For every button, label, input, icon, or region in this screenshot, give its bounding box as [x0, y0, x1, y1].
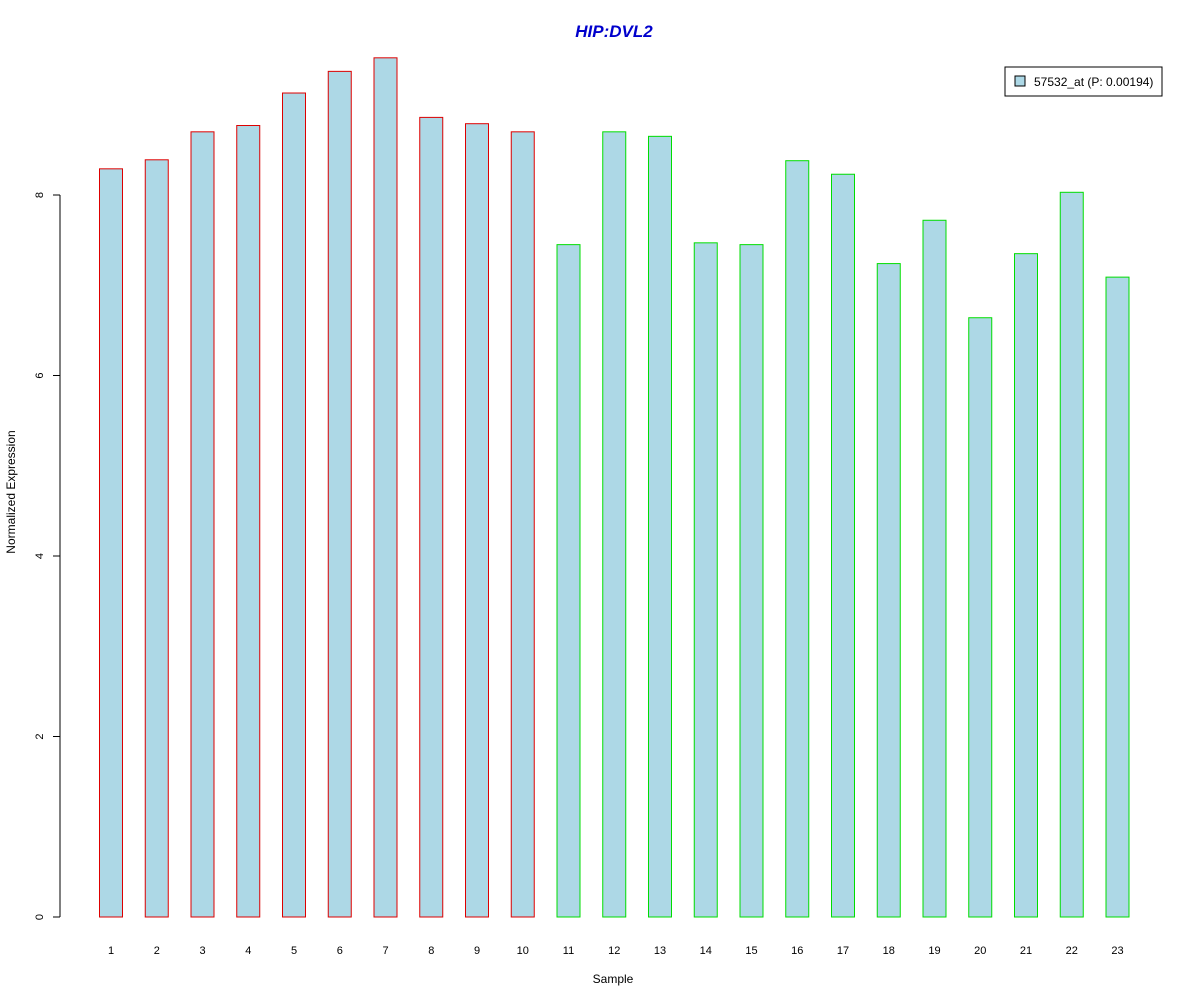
x-tick-label: 13: [654, 945, 666, 957]
bar: [419, 116, 444, 918]
x-tick-label: 23: [1111, 945, 1123, 957]
bars: [99, 57, 1130, 918]
bar: [465, 123, 489, 918]
bar: [327, 70, 352, 918]
x-tick-label: 9: [474, 945, 480, 957]
bar: [510, 131, 535, 918]
x-tick-label: 21: [1020, 945, 1032, 957]
y-axis: 0 2 4 6 8: [34, 192, 61, 920]
x-tick-label: 19: [928, 945, 940, 957]
y-tick-label: 4: [34, 553, 46, 559]
bar: [99, 168, 123, 918]
x-tick-label: 20: [974, 945, 986, 957]
y-tick-label: 8: [34, 192, 46, 198]
x-tick-label: 5: [291, 945, 297, 957]
bar: [831, 173, 855, 918]
bar: [556, 244, 581, 918]
x-tick-label: 10: [517, 945, 529, 957]
bar: [282, 92, 306, 918]
chart-title: HIP:DVL2: [575, 22, 653, 41]
legend-box: [1004, 66, 1163, 97]
x-tick-label: 1: [108, 945, 114, 957]
x-tick-label: 15: [745, 945, 757, 957]
bar: [190, 131, 215, 918]
x-tick-label: 7: [382, 945, 388, 957]
x-axis-tick-labels: 1 2 3 4 5 6 7 8 9 10 11 12 13 14 15 16 17 18 19 20 21 22 23: [108, 945, 1124, 957]
bar: [876, 263, 901, 918]
x-tick-label: 16: [791, 945, 803, 957]
bar: [236, 125, 261, 918]
bar: [648, 135, 672, 918]
bar: [1014, 253, 1038, 918]
y-tick-label: 0: [34, 914, 46, 920]
bar: [693, 242, 718, 918]
bar: [1105, 276, 1130, 918]
x-tick-label: 11: [563, 945, 574, 957]
legend-label: 57532_at (P: 0.00194): [1034, 75, 1153, 89]
bar: [739, 244, 764, 918]
bar: [785, 160, 810, 918]
bar: [968, 317, 993, 918]
y-tick-label: 6: [34, 372, 46, 378]
x-tick-label: 6: [337, 945, 343, 957]
x-tick-label: 8: [428, 945, 434, 957]
legend-swatch: [1014, 75, 1026, 87]
x-axis-label: Sample: [593, 972, 634, 986]
x-tick-label: 17: [837, 945, 849, 957]
bar: [144, 159, 169, 918]
x-tick-label: 22: [1066, 945, 1078, 957]
bar: [1059, 191, 1084, 918]
x-tick-label: 2: [154, 945, 160, 957]
x-tick-label: 4: [245, 945, 251, 957]
bar: [373, 57, 398, 918]
bar: [602, 131, 627, 918]
x-tick-label: 12: [608, 945, 620, 957]
x-tick-label: 18: [883, 945, 895, 957]
y-tick-label: 2: [34, 733, 46, 739]
bar: [922, 219, 947, 918]
x-tick-label: 14: [700, 945, 712, 957]
y-axis-label: Normalized Expression: [4, 430, 18, 553]
x-tick-label: 3: [199, 945, 205, 957]
legend: 57532_at (P: 0.00194): [1004, 66, 1163, 97]
